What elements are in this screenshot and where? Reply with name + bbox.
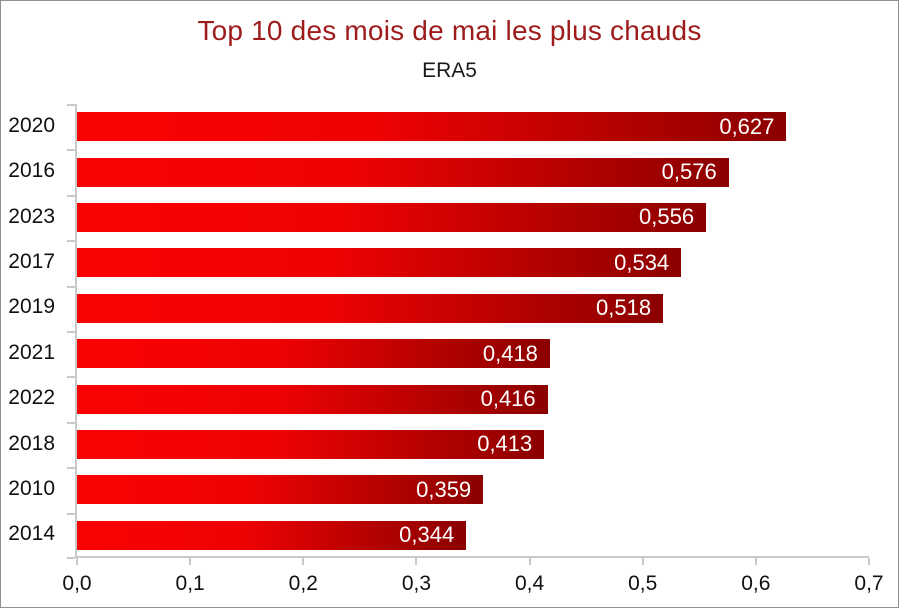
bar: 0,418 bbox=[77, 339, 550, 369]
x-axis-tick-label: 0,7 bbox=[854, 572, 884, 595]
bar: 0,518 bbox=[77, 293, 664, 323]
y-axis-tick bbox=[67, 512, 75, 515]
bar-value-label: 0,413 bbox=[477, 431, 533, 457]
y-axis-label: 2021 bbox=[8, 340, 55, 364]
y-axis-tick bbox=[67, 376, 75, 379]
bar-row: 0,413 bbox=[77, 422, 869, 467]
bar: 0,416 bbox=[77, 384, 548, 414]
bar-value-label: 0,518 bbox=[596, 295, 652, 321]
chart-subtitle: ERA5 bbox=[422, 59, 477, 82]
x-axis-tick bbox=[641, 558, 644, 565]
bar: 0,534 bbox=[77, 248, 682, 278]
bar: 0,413 bbox=[77, 429, 545, 459]
bar-row: 0,418 bbox=[77, 331, 869, 376]
bar-value-label: 0,627 bbox=[719, 113, 775, 139]
bar: 0,556 bbox=[77, 202, 707, 232]
x-axis-tick-label: 0,0 bbox=[62, 572, 92, 595]
bar-value-label: 0,556 bbox=[639, 204, 695, 230]
bar-row: 0,344 bbox=[77, 513, 869, 558]
y-axis-label: 2023 bbox=[8, 204, 55, 228]
bar-row: 0,556 bbox=[77, 195, 869, 240]
bar-row: 0,416 bbox=[77, 376, 869, 421]
bar: 0,359 bbox=[77, 475, 484, 505]
x-axis-tick-label: 0,5 bbox=[628, 572, 658, 595]
y-axis-tick bbox=[67, 421, 75, 424]
x-axis-tick bbox=[76, 558, 78, 565]
bar-row: 0,576 bbox=[77, 149, 869, 194]
x-axis-tick-label: 0,3 bbox=[401, 572, 432, 595]
x-axis-tick bbox=[189, 558, 192, 565]
chart-title: Top 10 des mois de mai les plus chauds bbox=[197, 15, 702, 46]
bar-value-label: 0,344 bbox=[399, 522, 455, 548]
y-axis-tick bbox=[67, 331, 75, 333]
bar: 0,627 bbox=[77, 112, 787, 142]
y-axis-tick bbox=[67, 285, 75, 288]
y-axis-label: 2018 bbox=[8, 431, 55, 455]
x-axis-tick-label: 0,2 bbox=[288, 572, 318, 595]
plot-area: 0,627 0,576 0,556 0,534 0,518 0,418 0,416 0,413… bbox=[62, 104, 884, 595]
y-axis-labels: 2020 2016 2023 2017 2019 2021 2022 2018 2010 2014 bbox=[1, 104, 65, 558]
y-axis-tick bbox=[67, 557, 75, 559]
bar-value-label: 0,534 bbox=[614, 249, 670, 275]
bar-row: 0,359 bbox=[77, 467, 869, 512]
y-axis-label: 2019 bbox=[8, 295, 55, 319]
bar-row: 0,518 bbox=[77, 286, 869, 331]
bar-value-label: 0,418 bbox=[482, 340, 538, 366]
y-axis-tick bbox=[67, 467, 75, 470]
y-axis-label: 2020 bbox=[8, 113, 55, 137]
bar-row: 0,627 bbox=[77, 104, 869, 149]
x-axis-tick bbox=[868, 558, 870, 565]
y-axis-label: 2022 bbox=[8, 386, 55, 410]
y-axis-label: 2016 bbox=[8, 159, 55, 183]
bar-value-label: 0,576 bbox=[661, 159, 717, 185]
x-axis-tick bbox=[302, 558, 305, 565]
y-axis-label: 2014 bbox=[8, 522, 55, 546]
x-axis-tick-label: 0,1 bbox=[175, 572, 205, 595]
x-axis-tick bbox=[528, 558, 531, 565]
x-axis-tick-label: 0,6 bbox=[741, 572, 771, 595]
y-axis-tick bbox=[67, 104, 75, 106]
bar-value-label: 0,359 bbox=[416, 476, 472, 502]
x-axis-tick-label: 0,4 bbox=[514, 572, 545, 595]
bar: 0,344 bbox=[77, 520, 467, 550]
y-axis-tick bbox=[67, 194, 75, 197]
y-axis-label: 2010 bbox=[8, 476, 55, 500]
bar: 0,576 bbox=[77, 157, 729, 187]
x-axis-tick bbox=[415, 558, 418, 565]
y-axis-label: 2017 bbox=[8, 249, 55, 273]
bar-row: 0,534 bbox=[77, 240, 869, 285]
y-axis-tick bbox=[67, 149, 75, 152]
x-axis-tick bbox=[754, 558, 757, 565]
y-axis-tick bbox=[67, 240, 75, 243]
bar-value-label: 0,416 bbox=[480, 386, 536, 412]
